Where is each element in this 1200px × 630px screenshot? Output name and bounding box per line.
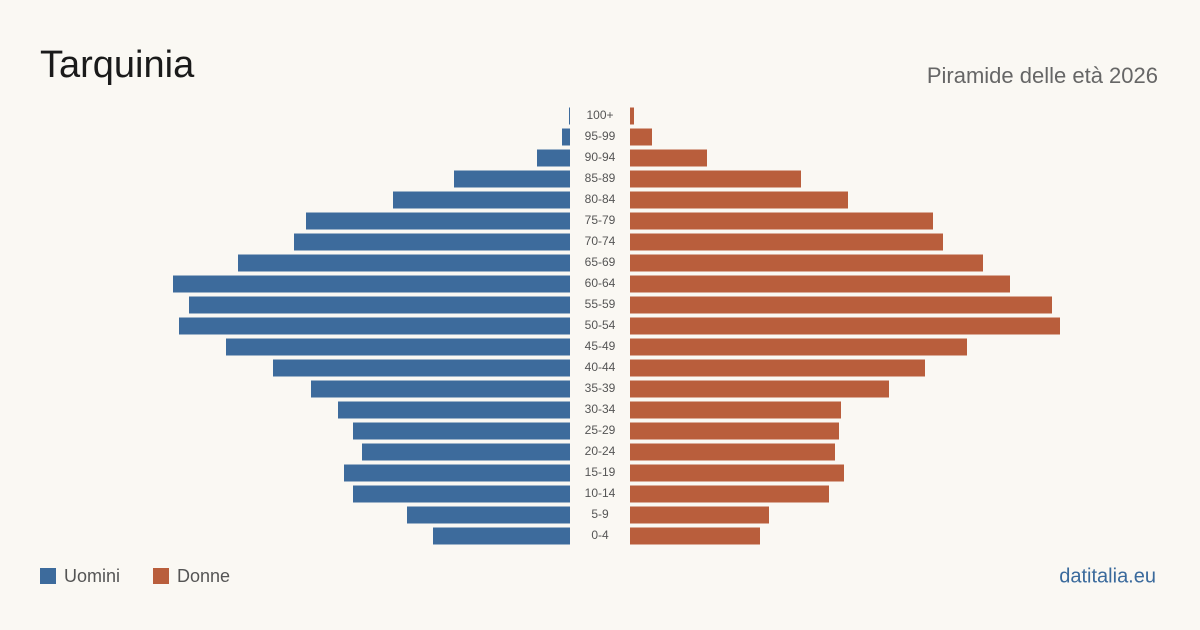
age-label: 30-34 xyxy=(585,402,616,416)
bar xyxy=(630,317,1060,335)
age-label: 45-49 xyxy=(585,339,616,353)
bar xyxy=(630,107,634,125)
age-label: 85-89 xyxy=(585,171,616,185)
bar xyxy=(630,212,933,230)
legend-swatch xyxy=(153,568,169,584)
age-label: 15-19 xyxy=(585,465,616,479)
bar xyxy=(569,107,570,125)
age-label: 55-59 xyxy=(585,297,616,311)
legend-label: Donne xyxy=(177,566,230,586)
bar xyxy=(173,275,570,293)
bar xyxy=(294,233,570,251)
bar xyxy=(630,275,1010,293)
chart-subtitle: Piramide delle età 2026 xyxy=(927,63,1158,88)
age-label: 70-74 xyxy=(585,234,616,248)
bar xyxy=(630,464,844,482)
bar xyxy=(353,485,570,503)
age-label: 60-64 xyxy=(585,276,616,290)
bar xyxy=(238,254,570,272)
bar xyxy=(630,527,760,545)
bar xyxy=(630,485,829,503)
bar xyxy=(454,170,570,188)
age-label: 65-69 xyxy=(585,255,616,269)
age-label: 40-44 xyxy=(585,360,616,374)
bar xyxy=(344,464,570,482)
bar xyxy=(273,359,570,377)
age-label: 10-14 xyxy=(585,486,616,500)
age-label: 50-54 xyxy=(585,318,616,332)
bar xyxy=(353,422,570,440)
age-label: 75-79 xyxy=(585,213,616,227)
bar xyxy=(630,443,835,461)
bar xyxy=(630,254,983,272)
bar xyxy=(630,128,652,146)
bar xyxy=(407,506,570,524)
age-label: 25-29 xyxy=(585,423,616,437)
age-label: 20-24 xyxy=(585,444,616,458)
age-label: 80-84 xyxy=(585,192,616,206)
age-label: 100+ xyxy=(586,108,613,122)
bar xyxy=(630,506,769,524)
bar xyxy=(393,191,570,209)
bar xyxy=(630,359,925,377)
bar xyxy=(311,380,570,398)
age-label: 0-4 xyxy=(591,528,609,542)
bar xyxy=(630,380,889,398)
bar xyxy=(630,170,801,188)
bar xyxy=(630,149,707,167)
legend-swatch xyxy=(40,568,56,584)
age-label: 95-99 xyxy=(585,129,616,143)
bar xyxy=(189,296,570,314)
age-label: 5-9 xyxy=(591,507,609,521)
bar xyxy=(433,527,570,545)
chart-title: Tarquinia xyxy=(40,44,195,86)
bar xyxy=(630,401,841,419)
bar xyxy=(179,317,570,335)
bar xyxy=(630,422,839,440)
bar xyxy=(562,128,570,146)
age-label: 90-94 xyxy=(585,150,616,164)
bar xyxy=(630,338,967,356)
bar xyxy=(630,296,1052,314)
bar xyxy=(630,191,848,209)
bar xyxy=(226,338,570,356)
legend-label: Uomini xyxy=(64,566,120,586)
age-label: 35-39 xyxy=(585,381,616,395)
bar xyxy=(537,149,570,167)
bar xyxy=(630,233,943,251)
bar xyxy=(306,212,570,230)
bar xyxy=(338,401,570,419)
bar xyxy=(362,443,570,461)
source: datitalia.eu xyxy=(1059,565,1156,587)
